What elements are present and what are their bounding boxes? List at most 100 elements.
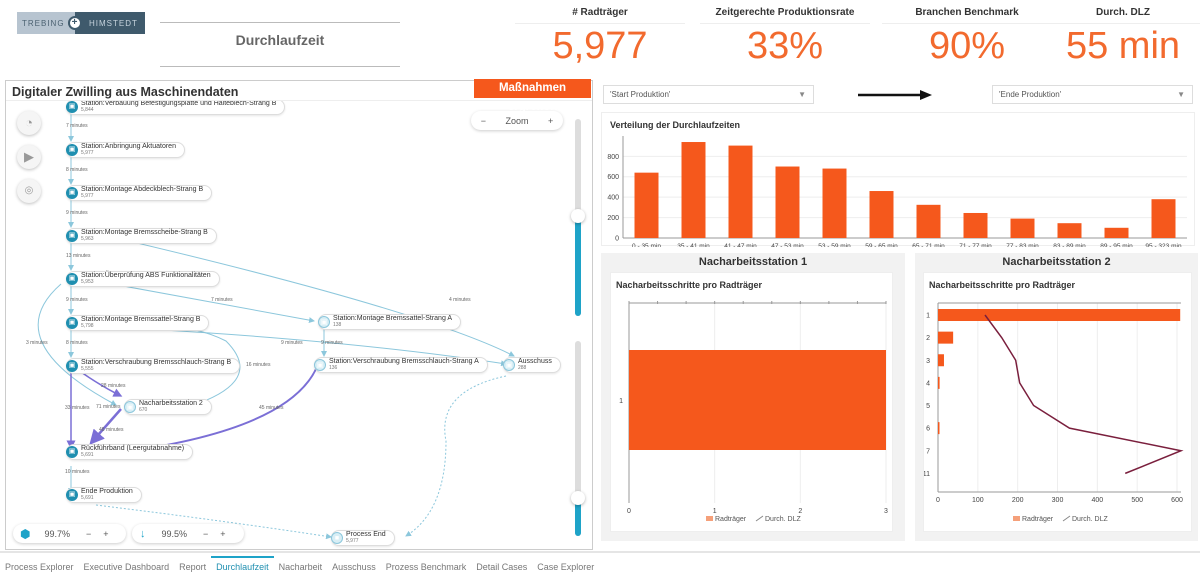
kpi-value: 55 min (1065, 25, 1181, 67)
station-icon: ▣ (503, 359, 515, 371)
rework-bar[interactable] (938, 309, 1181, 321)
histogram-bar[interactable] (963, 212, 988, 238)
histogram-bar[interactable] (728, 145, 753, 238)
company-logo: TREBING + HIMSTEDT (17, 12, 145, 34)
divider (0, 551, 1200, 553)
node-count: 288 (518, 365, 527, 371)
rework-bar[interactable] (938, 331, 954, 344)
timer-icon[interactable]: ◔ (17, 111, 41, 135)
rework-bar[interactable] (629, 350, 886, 450)
y-tick-label: 7 (926, 448, 930, 455)
histogram-bar[interactable] (869, 191, 894, 238)
node-count: 5,953 (81, 279, 94, 285)
rework-station-1-panel: Nacharbeitsstation 1 Nacharbeitsschritte… (601, 253, 905, 541)
slider-handle[interactable] (571, 209, 585, 223)
edge-label: 33 minutes (65, 405, 90, 411)
edge[interactable] (95, 504, 332, 540)
tab-case-explorer[interactable]: Case Explorer (537, 562, 595, 572)
edge[interactable] (80, 371, 123, 397)
paths-percent-control: ↓ 99.5% − + (132, 524, 244, 543)
process-node[interactable]: ▣ Station:Montage Bremssattel-Strang A 138 (318, 314, 462, 330)
station-icon: ▣ (318, 316, 330, 328)
node-count: 670 (139, 407, 148, 413)
arrow-right-icon (858, 90, 932, 100)
tab-process-explorer[interactable]: Process Explorer (5, 562, 74, 572)
end-activity-select[interactable]: 'Ende Produktion' ▼ (992, 85, 1193, 104)
hide-icon[interactable]: ◎ (17, 179, 41, 203)
node-name: Nacharbeitsstation 2 (139, 400, 203, 407)
rework-bar[interactable] (938, 422, 940, 435)
histogram-bar[interactable] (775, 166, 800, 238)
station-icon: ▣ (66, 317, 78, 329)
rework-bar[interactable] (938, 376, 940, 389)
decrease-button[interactable]: − (86, 528, 92, 539)
paths-slider[interactable] (571, 341, 585, 536)
histogram-bar[interactable] (1057, 223, 1082, 238)
process-node[interactable]: ▣ Station:Montage Bremssattel-Strang B 5,7… (66, 315, 210, 331)
panel-title: Digitaler Zwilling aus Maschinendaten (12, 85, 239, 99)
dlz-line[interactable] (984, 314, 1184, 475)
play-icon[interactable]: ▶ (17, 145, 41, 169)
zoom-in-button[interactable]: + (547, 115, 554, 126)
edge-label: 71 minutes (96, 404, 121, 410)
activities-slider[interactable] (571, 119, 585, 316)
legend-item: Radträger (1022, 516, 1054, 523)
x-tick-label: 35 - 41 min (677, 243, 710, 247)
process-node[interactable]: ▣ Rückführband (Leergutabnahme) 5,691 (66, 444, 194, 460)
histogram-bar[interactable] (1104, 227, 1129, 238)
tab-report[interactable]: Report (179, 562, 207, 572)
legend-item: Durch. DLZ (765, 516, 802, 523)
start-activity-select[interactable]: 'Start Produktion' ▼ (603, 85, 814, 104)
edge[interactable] (37, 283, 117, 406)
process-node[interactable]: ▣ Station:Verschraubung Bremsschlauch-Str… (314, 357, 488, 373)
node-name: Ende Produktion (81, 488, 133, 495)
process-node[interactable]: ▣ Station:Montage Abdeckblech-Strang B 5,9… (66, 185, 213, 201)
edge-label: 3 minutes (26, 340, 48, 346)
x-tick-label: 59 - 65 min (865, 243, 898, 247)
slider-fill (575, 216, 581, 316)
tab-durchlaufzeit[interactable]: Durchlaufzeit (211, 556, 274, 572)
edge[interactable] (89, 408, 122, 445)
histogram-bar[interactable] (1151, 199, 1176, 238)
x-tick-label: 100 (972, 497, 984, 504)
process-node[interactable]: ▣ Nacharbeitsstation 2 670 (124, 399, 212, 415)
process-node[interactable]: ▣ Ausschuss 288 (503, 357, 561, 373)
tab-ausschuss[interactable]: Ausschuss (332, 562, 376, 572)
histogram-bar[interactable] (1010, 218, 1035, 238)
kpi-benchmark: Branchen Benchmark 90% (882, 4, 1052, 66)
edge[interactable] (115, 237, 515, 357)
y-tick-label: 1 (619, 398, 623, 405)
take-action-button[interactable]: Maßnahmen ergreifen (474, 79, 591, 113)
tab-executive-dashboard[interactable]: Executive Dashboard (83, 562, 170, 572)
process-node[interactable]: ▣ Ende Produktion 5,691 (66, 487, 142, 503)
rework-bar[interactable] (938, 354, 944, 367)
histogram-bar[interactable] (822, 168, 847, 238)
histogram-bar[interactable] (916, 204, 941, 238)
x-tick-label: 41 - 47 min (724, 243, 757, 247)
process-node[interactable]: ▣ Station:Verbauung Befestigungsplatte un… (66, 99, 286, 115)
histogram-bar[interactable] (634, 172, 659, 238)
process-node[interactable]: ▣ Station:Anbringung Aktuatoren 5,977 (66, 142, 185, 158)
chart-card: Nacharbeitsschritte pro Radträger 0 100 20… (923, 272, 1192, 532)
edge[interactable] (405, 375, 507, 537)
process-end-node[interactable]: ■ Process End 5,977 (331, 530, 395, 546)
node-count: 5,963 (81, 236, 94, 242)
histogram-bar[interactable] (681, 142, 706, 238)
process-map-panel: Digitaler Zwilling aus Maschinendaten ▣ S… (5, 80, 593, 550)
zoom-out-button[interactable]: − (480, 115, 486, 126)
tab-prozess-benchmark[interactable]: Prozess Benchmark (385, 562, 467, 572)
x-tick-label: 0 - 35 min (632, 243, 661, 247)
decrease-button[interactable]: − (203, 528, 209, 539)
process-node[interactable]: ▣ Station:Überprüfung ABS Funktionalitäte… (66, 271, 220, 287)
process-node[interactable]: ▣ Station:Verschraubung Bremsschlauch-Str… (66, 358, 241, 374)
y-tick-label: 400 (607, 195, 619, 202)
process-node[interactable]: ▣ Station:Montage Bremsscheibe-Strang B 5,… (66, 228, 217, 244)
increase-button[interactable]: + (103, 528, 109, 539)
tab-detail-cases[interactable]: Detail Cases (476, 562, 528, 572)
station-icon: ▣ (66, 446, 78, 458)
edge-label: 28 minutes (101, 383, 126, 389)
tab-nacharbeit[interactable]: Nacharbeit (278, 562, 323, 572)
slider-handle[interactable] (571, 491, 585, 505)
increase-button[interactable]: + (220, 528, 226, 539)
